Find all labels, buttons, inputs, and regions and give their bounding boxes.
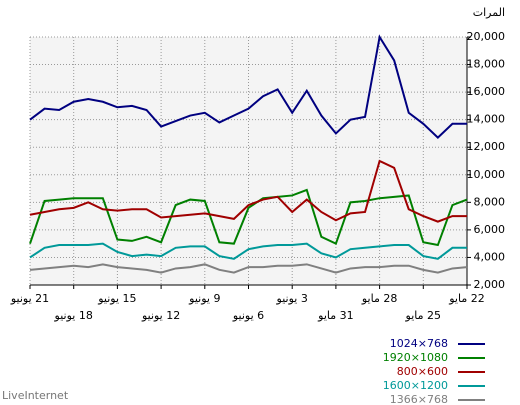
x-tick-label: 22 مايو bbox=[448, 292, 484, 305]
legend-label: 1920×1080 bbox=[383, 351, 448, 364]
legend-label: 1600×1200 bbox=[383, 379, 448, 392]
legend-label: 1024×768 bbox=[390, 337, 448, 350]
chart-title: المرات bbox=[473, 6, 505, 19]
series-line bbox=[29, 242, 467, 260]
y-tick-label: 2,000 bbox=[474, 278, 506, 291]
y-tick-label: 10,000 bbox=[467, 168, 506, 181]
legend-label: 1366×768 bbox=[390, 393, 448, 405]
y-tick-label: 18,000 bbox=[467, 58, 506, 71]
footer: LiveInternet bbox=[2, 389, 69, 402]
x-tick-label: 3 يونيو bbox=[276, 292, 308, 305]
y-tick-label: 4,000 bbox=[474, 250, 506, 263]
x-tick-label: 28 مايو bbox=[361, 292, 397, 305]
series-line bbox=[29, 159, 467, 223]
x-tick-label: 9 يونيو bbox=[188, 292, 220, 305]
y-tick-label: 6,000 bbox=[474, 223, 506, 236]
x-tick-label: 18 يونيو bbox=[54, 309, 93, 322]
legend-label: 800×600 bbox=[397, 365, 448, 378]
series-line bbox=[29, 34, 467, 139]
series-line bbox=[29, 263, 468, 274]
x-tick-label: 15 يونيو bbox=[97, 292, 136, 305]
x-tick-label: 31 مايو bbox=[317, 309, 353, 322]
y-tick-label: 20,000 bbox=[467, 30, 506, 43]
x-tick-label: 12 يونيو bbox=[141, 309, 180, 322]
y-tick-label: 16,000 bbox=[467, 85, 506, 98]
x-tick-label: 21 يونيو bbox=[10, 292, 49, 305]
series-line bbox=[29, 188, 468, 247]
x-tick-label: 6 يونيو bbox=[232, 309, 264, 322]
x-tick-label: 25 مايو bbox=[405, 309, 441, 322]
y-tick-label: 8,000 bbox=[474, 195, 506, 208]
y-tick-label: 14,000 bbox=[467, 113, 506, 126]
y-tick-label: 12,000 bbox=[467, 140, 506, 153]
